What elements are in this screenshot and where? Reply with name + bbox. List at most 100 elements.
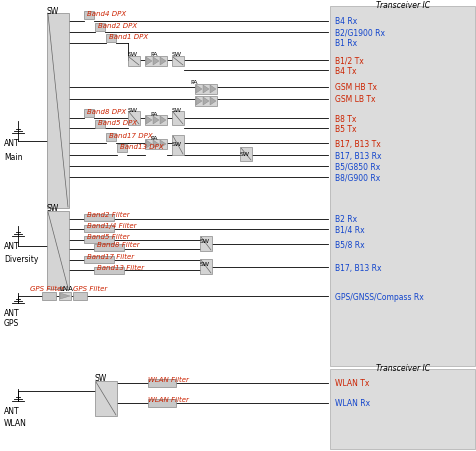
Text: GPS Filter: GPS Filter [73,285,107,291]
Bar [59,292,71,300]
Text: ANT: ANT [4,139,20,148]
Text: GPS Filter: GPS Filter [30,285,64,291]
Bar [47,212,69,290]
Polygon shape [153,58,159,66]
Polygon shape [196,86,201,94]
Bar [329,369,474,449]
Text: Diversity: Diversity [4,255,38,264]
Text: GSM LB Tx: GSM LB Tx [334,95,375,104]
Text: WLAN Filter: WLAN Filter [148,376,188,382]
Polygon shape [209,86,216,94]
Bar [199,236,211,252]
Text: B2 Rx: B2 Rx [334,215,357,224]
Text: B1/2 Tx: B1/2 Tx [334,56,363,65]
Bar [148,399,176,407]
Bar [199,259,211,274]
Bar [172,112,184,126]
Bar [145,116,167,126]
Text: ANT: ANT [4,242,20,251]
Text: B5 Tx: B5 Tx [334,124,356,133]
Text: B1/4 Rx: B1/4 Rx [334,225,364,234]
Text: SW: SW [47,204,59,213]
Bar [84,12,94,20]
Text: Band1/4 Filter: Band1/4 Filter [87,222,136,229]
Bar [106,133,116,142]
Bar [95,121,105,129]
Bar [94,244,124,252]
Bar [84,257,114,263]
Bar [42,292,56,300]
Text: Transceiver IC: Transceiver IC [375,364,429,373]
Text: Band8 Filter: Band8 Filter [97,241,139,248]
Polygon shape [203,86,208,94]
Text: SW: SW [47,6,59,15]
Bar [84,215,114,221]
Text: B8/G900 Rx: B8/G900 Rx [334,173,379,182]
Text: SW: SW [172,52,182,57]
Text: B5/8 Rx: B5/8 Rx [334,240,364,249]
Text: PA: PA [149,136,157,141]
Text: WLAN Filter: WLAN Filter [148,396,188,402]
Polygon shape [153,117,159,125]
Text: Band8 DPX: Band8 DPX [87,109,126,115]
Text: GPS: GPS [4,319,19,328]
Bar [73,292,87,300]
Text: B1 Rx: B1 Rx [334,39,357,48]
Text: Band13 DPX: Band13 DPX [120,144,163,150]
Bar [84,110,94,118]
Bar [239,147,251,161]
Text: LNA: LNA [59,285,73,291]
Text: Band1 DPX: Band1 DPX [109,34,148,40]
Text: SW: SW [199,262,209,267]
Bar [106,35,116,43]
Text: PA: PA [149,52,157,57]
Text: Band5 Filter: Band5 Filter [87,234,129,239]
Text: SW: SW [128,52,138,57]
Polygon shape [146,58,152,66]
Bar [95,381,117,416]
Text: Band2 DPX: Band2 DPX [98,23,137,29]
Bar [329,7,474,366]
Text: B8 Tx: B8 Tx [334,114,356,123]
Bar [172,57,184,67]
Bar [117,145,127,152]
Bar [94,267,124,274]
Polygon shape [159,141,166,149]
Text: PA: PA [149,111,157,116]
Bar [195,85,217,95]
Text: B17, B13 Rx: B17, B13 Rx [334,263,381,272]
Text: WLAN Rx: WLAN Rx [334,399,369,408]
Polygon shape [196,98,201,106]
Text: B2/G1900 Rx: B2/G1900 Rx [334,28,384,37]
Text: Band17 DPX: Band17 DPX [109,133,152,139]
Bar [128,112,140,126]
Bar [95,24,105,32]
Text: WLAN: WLAN [4,419,27,428]
Text: Band13 Filter: Band13 Filter [97,264,144,271]
Polygon shape [146,117,152,125]
Text: Band4 DPX: Band4 DPX [87,11,126,17]
Text: SW: SW [172,141,182,146]
Polygon shape [153,141,159,149]
Polygon shape [159,117,166,125]
Text: B4 Tx: B4 Tx [334,66,356,75]
Bar [84,226,114,232]
Text: Band2 Filter: Band2 Filter [87,212,129,217]
Bar [148,379,176,387]
Text: SW: SW [199,239,209,244]
Text: B17, B13 Tx: B17, B13 Tx [334,139,380,148]
Text: SW: SW [172,107,182,112]
Text: B17, B13 Rx: B17, B13 Rx [334,151,381,160]
Text: PA: PA [189,79,197,84]
Polygon shape [209,98,216,106]
Text: Transceiver IC: Transceiver IC [375,0,429,9]
Text: ANT: ANT [4,407,20,415]
Text: SW: SW [95,374,107,382]
Text: ANT: ANT [4,309,20,318]
Bar [47,14,69,208]
Text: Band5 DPX: Band5 DPX [98,120,137,126]
Bar [172,136,184,156]
Bar [128,57,140,67]
Text: WLAN Tx: WLAN Tx [334,379,368,388]
Bar [145,57,167,67]
